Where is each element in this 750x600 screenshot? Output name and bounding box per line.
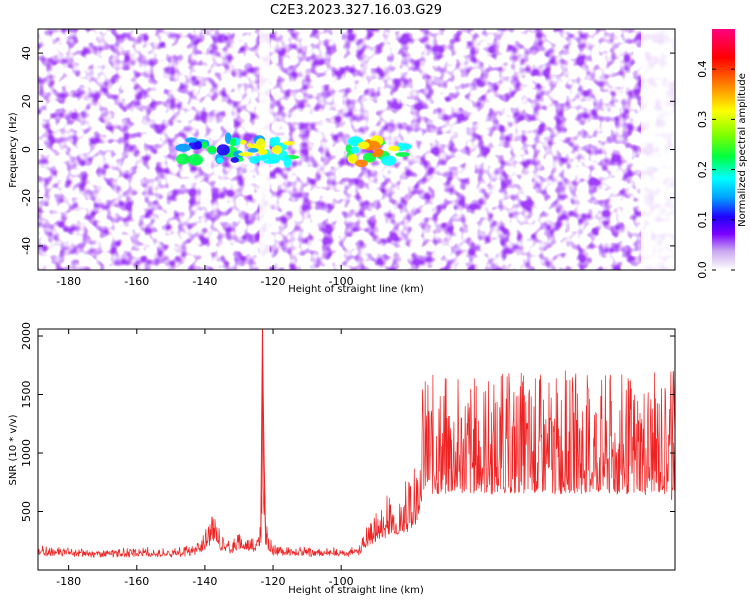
x-tick-label: -100 [329, 575, 354, 588]
snr-x-ticks: -180 -160 -140 -120 -100 [56, 329, 354, 588]
empty-band [640, 29, 675, 270]
hotspot-blob [216, 144, 230, 156]
hotspot-blob [229, 138, 237, 147]
hotspot-blob [201, 141, 208, 149]
hotspot-blob [365, 140, 381, 151]
colorbar-tick-label: 0.1 [696, 211, 709, 229]
hotspot-blob [357, 141, 370, 150]
snr-y-axis-label: SNR (10 * v/v) [8, 414, 19, 485]
spectrogram-hotspots [175, 132, 412, 168]
snr-y-ticks: 500 1000 1500 2000 [20, 322, 675, 522]
colorbar-tick-label: 0.0 [696, 261, 709, 279]
chart-title: C2E3.2023.327.16.03.G29 [270, 3, 442, 18]
hotspot-blob [271, 145, 283, 155]
colorbar-ticks: 0.0 0.1 0.2 0.3 0.4 [696, 60, 735, 279]
hotspot-core [257, 148, 268, 155]
spectrogram-panel: -180 -160 -140 -120 -100 -40 -20 0 20 40 Height … [8, 28, 676, 295]
hotspot-blob [175, 143, 192, 152]
colorbar-tick-label: 0.4 [696, 60, 709, 78]
hotspot-blob [230, 156, 239, 163]
y-tick-label: 40 [20, 46, 33, 60]
hotspot-blob [388, 145, 400, 152]
hotspot-blob [176, 153, 190, 165]
hotspot-blob [194, 142, 203, 149]
snr-x-axis-label: Height of straight line (km) [288, 585, 424, 596]
hotspot-blob [233, 151, 241, 158]
spectrogram-y-axis-label: Frequency (Hz) [8, 112, 19, 188]
x-tick-label: -160 [124, 575, 149, 588]
hotspot-core [206, 146, 217, 153]
hotspot-blob [283, 155, 292, 168]
x-tick-label: -100 [329, 275, 354, 288]
hotspot-core [373, 148, 384, 155]
hotspot-blob [185, 137, 198, 144]
y-tick-label: -20 [20, 189, 33, 207]
hotspot-blob [354, 159, 368, 168]
x-tick-label: -180 [56, 575, 81, 588]
y-tick-label: 500 [20, 501, 33, 522]
hotspot-blob [249, 156, 261, 164]
hotspot-blob [246, 143, 254, 148]
x-tick-label: -140 [192, 575, 217, 588]
x-tick-label: -180 [56, 275, 81, 288]
hotspot-blob [380, 155, 397, 166]
snr-panel: -180 -160 -140 -120 -100 500 1000 1500 2000 Hei… [8, 322, 676, 596]
snr-frame [37, 328, 676, 571]
hotspot-blob [347, 153, 358, 164]
spectrogram-y-ticks: -40 -20 0 20 40 [20, 46, 675, 255]
snr-series-line [38, 369, 675, 559]
hotspot-blob [283, 140, 295, 146]
y-tick-label: 20 [20, 94, 33, 108]
colorbar-label: Normalized spectral amplitude [737, 73, 748, 227]
x-tick-label: -120 [261, 275, 286, 288]
hotspot-blob [187, 154, 204, 166]
colorbar-tick-label: 0.2 [696, 161, 709, 179]
x-tick-label: -160 [124, 275, 149, 288]
y-tick-label: 1500 [20, 381, 33, 409]
hotspot-blob [350, 146, 360, 154]
hotspot-blob [400, 143, 412, 150]
colorbar-tick-label: 0.3 [696, 111, 709, 129]
y-tick-label: 1000 [20, 439, 33, 467]
y-tick-label: -40 [20, 237, 33, 255]
colorbar: 0.0 0.1 0.2 0.3 0.4 Normalized spectral ampl… [696, 29, 748, 279]
hotspot-blob [263, 159, 279, 164]
spectrogram-x-ticks: -180 -160 -140 -120 -100 [56, 29, 354, 288]
y-tick-label: 2000 [20, 322, 33, 350]
hotspot-blob [255, 138, 266, 151]
hotspot-blob [224, 132, 232, 144]
hotspot-blob [395, 152, 410, 158]
snr-edge-peak [671, 371, 675, 500]
spectrogram-x-axis-label: Height of straight line (km) [288, 284, 424, 295]
colorbar-gradient [712, 29, 735, 270]
hotspot-blob [239, 139, 247, 145]
snr-peak [260, 329, 267, 535]
hotspot-blob [247, 148, 259, 153]
hotspot-blob [216, 157, 224, 164]
hotspot-blob [238, 152, 253, 157]
x-tick-label: -120 [261, 575, 286, 588]
x-tick-label: -140 [192, 275, 217, 288]
y-tick-label: 0 [20, 146, 33, 153]
hotspot-blob [269, 137, 277, 148]
